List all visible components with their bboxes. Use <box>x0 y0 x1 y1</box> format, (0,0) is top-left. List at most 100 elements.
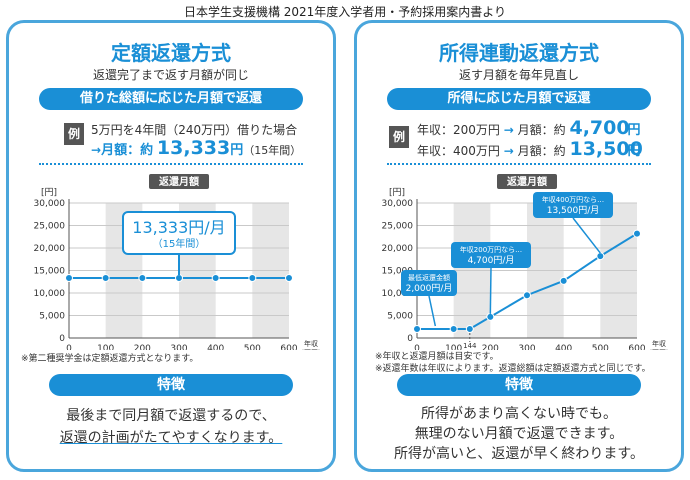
callout-line-2: 4,700円/月 <box>468 255 515 266</box>
feature-line-2: 返還の計画がたてやすくなります。 <box>59 430 283 446</box>
callout-line-1: 年収400万円なら… <box>542 195 604 204</box>
x-axis-unit: (万円) <box>649 349 669 350</box>
arrow-icon: → <box>503 123 514 137</box>
example-row-2: 年収：400万円 → 月額：約 13,500円 <box>417 138 643 160</box>
panel-title: 所得連動返還方式 <box>439 41 599 65</box>
x-tick-label: 200 <box>482 344 499 350</box>
callout-pointer <box>428 295 437 327</box>
x-tick-label: 200 <box>134 344 151 350</box>
y-axis-label: [円] <box>389 187 405 198</box>
example-badge: 例 <box>64 123 84 145</box>
section-bar: 借りた総額に応じた月額で返還 <box>39 88 303 110</box>
callout-pointer <box>489 267 492 314</box>
y-tick-label: 15,000 <box>382 267 414 277</box>
y-tick-label: 10,000 <box>382 289 414 299</box>
y-tick-label: 5,000 <box>39 312 65 322</box>
data-point <box>633 229 641 238</box>
y-axis-label: [円] <box>41 187 57 198</box>
data-point <box>138 274 147 283</box>
y-tick-label: 20,000 <box>382 244 414 254</box>
data-point <box>211 274 220 283</box>
chart-title-badge <box>497 174 557 189</box>
callout-box <box>533 192 613 218</box>
example-monthly-label: 月額：約 <box>101 143 154 158</box>
row1-income: 年収：200万円 <box>417 123 500 137</box>
example-period: （15年間） <box>243 144 302 157</box>
x-tick-label: 100 <box>97 344 114 350</box>
example-condition: 5万円を4年間（240万円）借りた場合 <box>91 123 298 137</box>
example-row-1: 年収：200万円 → 月額：約 4,700円 <box>417 117 640 139</box>
y-tick-label: 20,000 <box>34 244 66 254</box>
row2-unit: 円 <box>627 144 641 159</box>
feature-line-1: 最後まで同月額で返還するので、 <box>66 408 276 424</box>
callout-box <box>401 270 457 296</box>
arrow-icon: → <box>503 144 514 158</box>
y-tick-label: 15,000 <box>34 267 66 277</box>
panel-title: 定額返還方式 <box>111 41 231 65</box>
feature-bar: 特徴 <box>397 374 641 396</box>
x-tick-label: 0 <box>66 344 72 350</box>
y-tick-label: 25,000 <box>382 222 414 232</box>
row1-unit: 円 <box>627 123 641 138</box>
chart-note-2: ※返還年数は年収によります。返還総額は定額返還方式と同じです。 <box>375 364 651 374</box>
x-tick-label: 600 <box>628 344 645 350</box>
row2-monthly-label: 月額：約 <box>517 144 566 158</box>
panel-subtitle: 返還完了まで返す月額が同じ <box>92 68 249 82</box>
x-tick-label: 500 <box>244 344 261 350</box>
dotted-divider <box>387 163 651 165</box>
callout-sub: （15年間） <box>153 237 206 250</box>
extra-tick-label: 144 <box>463 342 477 350</box>
data-point <box>523 291 531 300</box>
x-tick-label: 300 <box>518 344 535 350</box>
fixed-repayment-chart: 0 5,000 10,000 15,000 20,000 25,000 30,000 0 100… <box>34 174 321 350</box>
row2-value: 13,500 <box>569 138 643 160</box>
chart-note-1: ※年収と返還月額は目安です。 <box>375 352 499 362</box>
data-point <box>559 276 568 285</box>
panel-subtitle: 返す月額を毎年見直し <box>458 68 579 82</box>
dotted-divider <box>39 163 303 165</box>
chart-title-badge <box>149 174 209 189</box>
example-result: →月額：約 13,333円（15年間） <box>91 137 301 159</box>
x-tick-label: 0 <box>414 344 420 350</box>
callout-pointer <box>572 217 601 254</box>
income-linked-repayment-panel: 所得連動返還方式 返す月額を毎年見直し 所得に応じた月額で返還 例 年収：200… <box>354 20 684 472</box>
feature-bar: 特徴 <box>49 374 293 396</box>
x-tick-label: 500 <box>592 344 609 350</box>
data-point <box>596 252 605 261</box>
data-point <box>248 274 257 283</box>
y-tick-label: 0 <box>407 334 413 344</box>
arrow-icon: → <box>91 143 102 157</box>
row1-value: 4,700 <box>569 117 630 139</box>
y-tick-label: 30,000 <box>34 199 66 209</box>
data-point <box>465 325 474 333</box>
section-bar: 所得に応じた月額で返還 <box>387 88 651 110</box>
x-tick-label: 400 <box>207 344 224 350</box>
x-tick-label: 300 <box>170 344 187 350</box>
data-point <box>486 312 495 321</box>
y-tick-label: 30,000 <box>382 199 414 209</box>
callout-line-2: 13,500円/月 <box>547 205 600 216</box>
y-tick-label: 10,000 <box>34 289 66 299</box>
data-point <box>413 325 421 333</box>
example-value: 13,333 <box>156 137 231 159</box>
x-axis-label: 年収 <box>652 339 666 348</box>
chart-note: ※第二種奨学金は定額返還方式となります。 <box>21 354 199 364</box>
data-point <box>101 274 110 283</box>
x-tick-label: 100 <box>445 344 462 350</box>
data-point <box>175 274 183 283</box>
callout-box <box>451 242 531 268</box>
callout-line-1: 最低返還金額 <box>408 273 450 282</box>
row1-monthly-label: 月額：約 <box>517 123 566 137</box>
x-tick-label: 600 <box>280 344 297 350</box>
income-linked-chart: 0 5,000 10,000 15,000 20,000 25,000 30,000 0 100… <box>382 174 669 350</box>
y-tick-label: 5,000 <box>387 312 413 322</box>
feature-line-2: 無理のない月額で返還できます。 <box>414 426 624 442</box>
feature-line-1: 所得があまり高くない時でも。 <box>421 406 617 422</box>
fixed-repayment-panel: 定額返還方式 返還完了まで返す月額が同じ 借りた総額に応じた月額で返還 例 5万… <box>6 20 336 472</box>
example-badge: 例 <box>389 126 409 148</box>
callout-value: 13,333円/月 <box>132 218 225 237</box>
data-point <box>449 325 458 333</box>
x-tick-label: 400 <box>555 344 572 350</box>
chart-title: 返還月額 <box>507 175 547 188</box>
chart-title: 返還月額 <box>159 175 199 188</box>
